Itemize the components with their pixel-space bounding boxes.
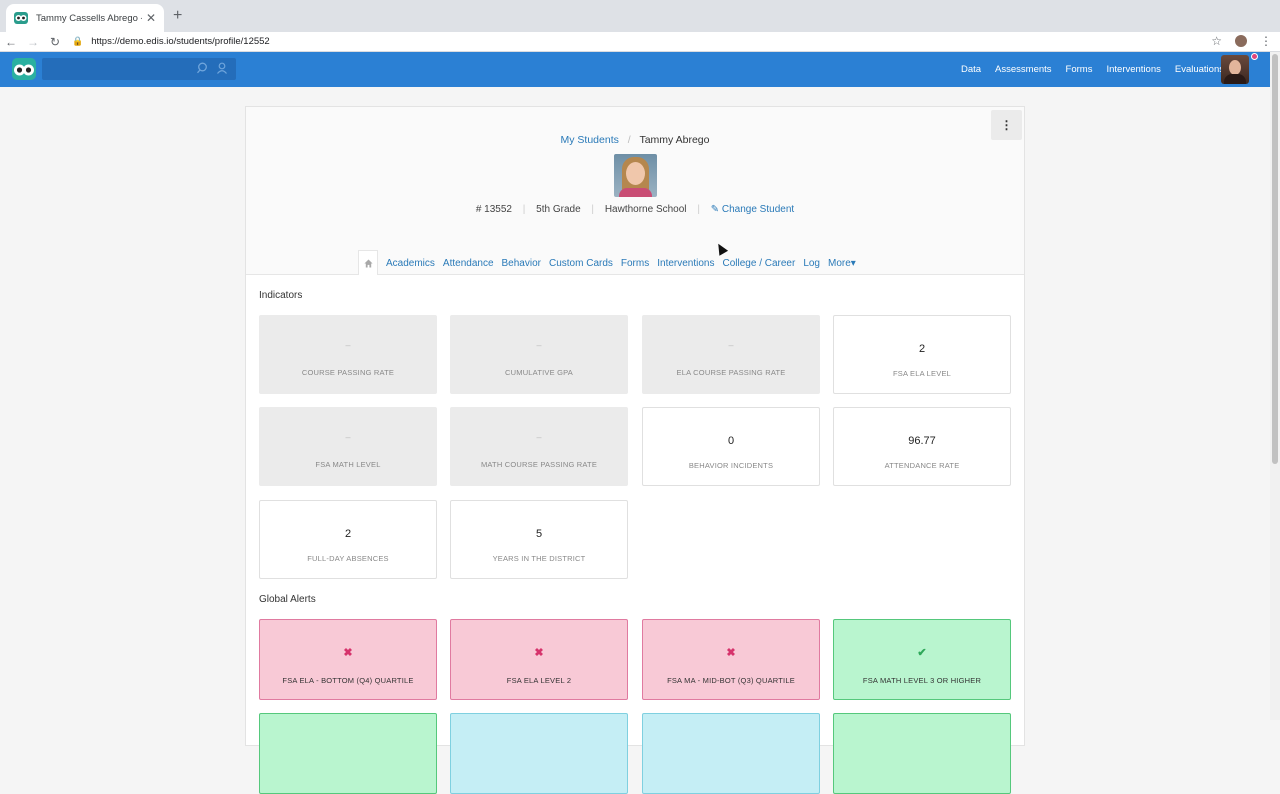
alert-card[interactable]: ✖ FSA MA - MID-BOT (Q3) QUARTILE [642,619,820,700]
global-alerts-heading: Global Alerts [259,594,316,605]
nav-interventions[interactable]: Interventions [1106,64,1161,75]
owl-logo-icon[interactable] [12,58,36,80]
browser-tab[interactable]: Tammy Cassells Abrego - Stud ✕ [6,4,164,32]
alert-status-icon: ✔ [917,647,927,659]
alert-card-partial[interactable] [833,713,1011,794]
forward-arrow-icon[interactable]: → [27,34,39,49]
search-input[interactable] [42,58,236,80]
student-id: # 13552 [475,204,512,215]
page-scrollbar[interactable] [1270,52,1280,720]
close-icon[interactable]: ✕ [145,11,156,25]
alert-card[interactable]: ✖ FSA ELA LEVEL 2 [450,619,628,700]
browser-profile-avatar[interactable] [1234,34,1248,48]
alert-card[interactable]: ✔ FSA MATH LEVEL 3 OR HIGHER [833,619,1011,700]
more-options-kebab-icon[interactable]: ⋮ [991,110,1022,140]
browser-toolbar: ← → ↻ 🔒 https://demo.edis.io/students/pr… [0,32,1280,52]
student-grade: 5th Grade [536,204,581,215]
breadcrumb-my-students[interactable]: My Students [560,134,619,146]
tab-academics[interactable]: Academics [386,258,435,269]
alert-card-partial[interactable] [259,713,437,794]
url-text: https://demo.edis.io/students/profile/12… [91,36,270,47]
indicator-tile: – CUMULATIVE GPA [450,315,628,394]
nav-data[interactable]: Data [960,64,982,75]
tab-attendance[interactable]: Attendance [442,258,494,269]
tab-interventions[interactable]: Interventions [657,258,715,269]
student-school: Hawthorne School [604,204,687,215]
breadcrumb-student-name: Tammy Abrego [639,134,710,146]
profile-tabs: Academics Attendance Behavior Custom Car… [358,250,864,275]
alert-card-partial[interactable] [450,713,628,794]
bookmark-star-icon[interactable]: ☆ [1211,34,1222,48]
new-tab-plus-icon[interactable]: + [173,7,183,24]
top-navigation: Data Assessments Forms Interventions Eva… [961,52,1224,87]
indicator-tile: 5 YEARS IN THE DISTRICT [450,500,628,579]
scrollbar-thumb[interactable] [1272,54,1278,464]
browser-tab-strip: Tammy Cassells Abrego - Stud ✕ + [0,0,1280,32]
alert-status-icon: ✖ [343,647,353,659]
indicator-tile: 2 FULL-DAY ABSENCES [259,500,437,579]
owl-favicon-icon [14,11,28,25]
app-header: Data Assessments Forms Interventions Eva… [0,52,1270,87]
url-bar[interactable]: 🔒 https://demo.edis.io/students/profile/… [72,33,1232,50]
alert-status-icon: ✖ [534,647,544,659]
student-profile-card: ⋮ My Students / Tammy Abrego # 13552 | 5… [245,106,1025,794]
user-avatar[interactable] [1221,55,1249,84]
tab-forms[interactable]: Forms [620,258,650,269]
search-icon[interactable] [196,62,208,74]
student-photo [614,154,657,197]
alert-card-partial[interactable] [642,713,820,794]
pencil-icon: ✎ [710,204,720,215]
browser-menu-icon[interactable]: ⋮ [1260,34,1272,48]
tab-more-dropdown[interactable]: More▾ [828,258,856,269]
change-student-link[interactable]: ✎ Change Student [711,204,794,215]
notification-badge [1251,53,1258,60]
browser-tab-title: Tammy Cassells Abrego - Stud [36,12,142,24]
lock-icon: 🔒 [72,36,84,46]
breadcrumb-separator: / [627,134,631,146]
indicator-tile: – FSA MATH LEVEL [259,407,437,486]
indicator-tile: – COURSE PASSING RATE [259,315,437,394]
tab-behavior[interactable]: Behavior [501,258,541,269]
tab-log[interactable]: Log [803,258,820,269]
nav-evaluations[interactable]: Evaluations [1174,64,1224,75]
student-meta: # 13552 | 5th Grade | Hawthorne School |… [475,204,795,215]
indicator-tile: 0 BEHAVIOR INCIDENTS [642,407,820,486]
reload-icon[interactable]: ↻ [49,34,61,49]
alert-status-icon: ✖ [726,647,736,659]
back-arrow-icon[interactable]: ← [5,34,17,49]
user-icon[interactable] [216,62,228,74]
alert-card[interactable]: ✖ FSA ELA - BOTTOM (Q4) QUARTILE [259,619,437,700]
indicator-tile: 2 FSA ELA LEVEL [833,315,1011,394]
indicator-tile: – ELA COURSE PASSING RATE [642,315,820,394]
student-header: ⋮ My Students / Tammy Abrego # 13552 | 5… [246,107,1024,275]
tab-college-career[interactable]: College / Career [722,258,796,269]
breadcrumb: My Students / Tammy Abrego [246,134,1024,146]
indicators-heading: Indicators [259,290,303,301]
nav-assessments[interactable]: Assessments [995,64,1052,75]
tab-custom-cards[interactable]: Custom Cards [548,258,613,269]
indicator-tile: 96.77 ATTENDANCE RATE [833,407,1011,486]
nav-forms[interactable]: Forms [1065,64,1093,75]
home-tab-icon[interactable] [358,250,378,275]
change-student-label: Change Student [721,204,795,215]
indicator-tile: – MATH COURSE PASSING RATE [450,407,628,486]
